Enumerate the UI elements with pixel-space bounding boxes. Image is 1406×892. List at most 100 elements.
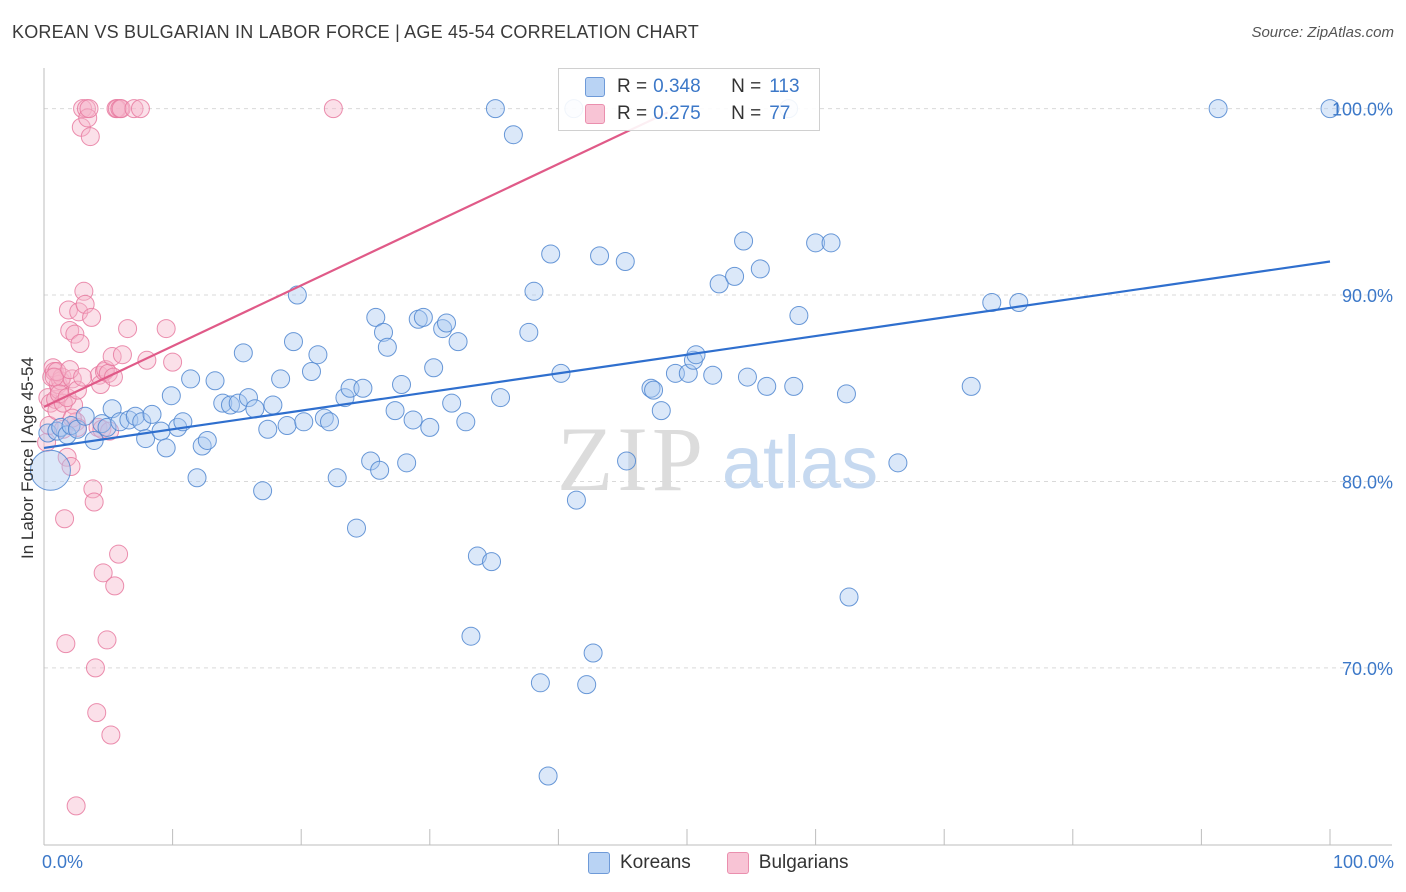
korean-point: [353, 378, 373, 398]
bottom-legend-label-bulgarians: Bulgarians: [758, 852, 849, 873]
series-koreans: [29, 99, 1340, 786]
korean-point: [397, 453, 417, 473]
korean-point: [821, 233, 841, 253]
legend-r-key: R =: [617, 76, 648, 97]
bulgarian-point: [101, 725, 121, 745]
korean-point: [392, 375, 412, 395]
y-tick-label-2: 90.0%: [1342, 286, 1393, 306]
korean-point: [789, 306, 809, 326]
legend-swatch-koreans: [585, 77, 605, 97]
legend-row-koreans: R = 0.348 N = 113: [585, 75, 800, 99]
bottom-legend-koreans: Koreans: [588, 852, 691, 874]
bulgarian-point: [87, 703, 107, 723]
bulgarian-point: [73, 367, 93, 387]
korean-point: [245, 399, 265, 419]
y-tick-label-3: 100.0%: [1332, 100, 1393, 120]
bulgarian-point: [56, 634, 76, 654]
bulgarian-point: [66, 796, 86, 816]
korean-point: [301, 361, 321, 381]
korean-point: [366, 307, 386, 327]
korean-point: [524, 281, 544, 301]
korean-point: [346, 518, 366, 538]
korean-point: [651, 401, 671, 421]
bulgarian-point: [80, 127, 100, 147]
korean-point: [283, 332, 303, 352]
korean-point: [519, 322, 539, 342]
grid-lines: [44, 108, 1392, 669]
korean-point: [1208, 99, 1228, 119]
korean-point: [503, 125, 523, 145]
korean-point: [538, 766, 558, 786]
korean-point: [294, 412, 314, 432]
bottom-legend: Koreans Bulgarians: [588, 852, 885, 874]
korean-point: [187, 468, 207, 488]
korean-point: [734, 231, 754, 251]
trend-lines: [43, 111, 1331, 449]
korean-point: [413, 307, 433, 327]
korean-point: [228, 393, 248, 413]
korean-point: [385, 401, 405, 421]
bulgarian-point: [105, 576, 125, 596]
chart-title: KOREAN VS BULGARIAN IN LABOR FORCE | AGE…: [12, 22, 699, 42]
legend-box: R = 0.348 N = 113 R = 0.275 N = 77: [558, 68, 820, 131]
korean-point: [541, 244, 561, 264]
korean-point: [757, 376, 777, 396]
korean-point: [213, 393, 233, 413]
korean-point: [220, 395, 240, 415]
x-tick-label-min: 0.0%: [42, 852, 84, 872]
korean-point: [335, 388, 355, 408]
axes: [43, 68, 1392, 846]
bulgarian-point: [57, 447, 77, 467]
bulgarian-point: [93, 563, 113, 583]
korean-point: [97, 417, 117, 437]
korean-point: [205, 371, 225, 391]
korean-point: [433, 319, 453, 339]
korean-point: [1009, 292, 1029, 312]
korean-point: [641, 378, 661, 398]
bulgarian-point: [84, 492, 104, 512]
bulgarian-point: [156, 319, 176, 339]
korean-point: [233, 343, 253, 363]
korean-point: [263, 395, 283, 415]
korean-point: [566, 490, 586, 510]
legend-row-bulgarians: R = 0.275 N = 77: [585, 102, 790, 126]
korean-point: [258, 419, 278, 439]
korean-point: [271, 369, 291, 389]
y-tick-label-0: 70.0%: [1342, 659, 1393, 679]
bulgarian-point: [55, 509, 75, 529]
korean-point: [615, 251, 635, 271]
bulgarian-point: [82, 307, 102, 327]
korean-point: [29, 449, 71, 491]
korean-point: [420, 417, 440, 437]
korean-point: [750, 259, 770, 279]
korean-point: [287, 285, 307, 305]
korean-point: [327, 468, 347, 488]
legend-n-key: N =: [731, 76, 762, 97]
bulgarian-point: [70, 334, 90, 354]
korean-point: [75, 406, 95, 426]
legend-r-key: R =: [617, 103, 648, 124]
korean-point: [737, 367, 757, 387]
bulgarian-point: [118, 319, 138, 339]
legend-r-value-bulgarians: 0.275: [653, 103, 701, 124]
bulgarian-point: [130, 99, 150, 119]
korean-point: [461, 626, 481, 646]
korean-point: [424, 358, 444, 378]
bulgarian-point: [79, 99, 99, 119]
korean-point: [156, 438, 176, 458]
bulgarian-point: [69, 302, 89, 322]
korean-point: [448, 332, 468, 352]
korean-point: [374, 322, 394, 342]
korean-point: [836, 384, 856, 404]
korean-point: [583, 643, 603, 663]
bulgarian-point: [85, 658, 105, 678]
korean-point: [197, 430, 217, 450]
bulgarian-point: [60, 320, 80, 340]
series-bulgarians: [37, 99, 343, 816]
bulgarian-point: [61, 457, 81, 477]
korean-point: [482, 552, 502, 572]
bottom-legend-swatch-koreans: [588, 852, 610, 874]
bottom-legend-swatch-bulgarians: [726, 852, 749, 874]
legend-swatch-bulgarians: [585, 104, 605, 124]
korean-point: [319, 412, 339, 432]
